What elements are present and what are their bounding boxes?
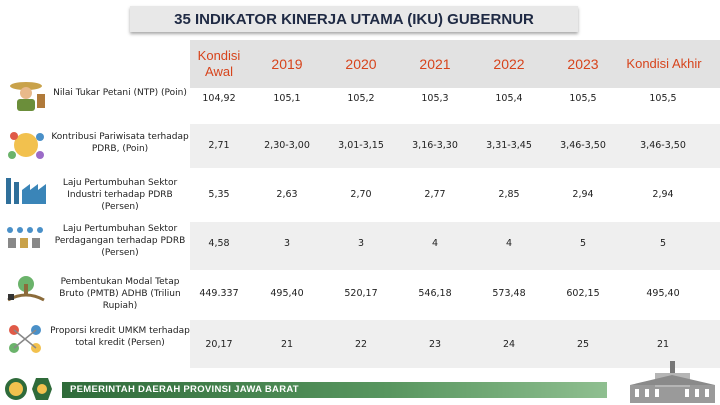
table-cell: 5 xyxy=(579,238,587,249)
table-cell: 3,16-3,30 xyxy=(412,140,458,151)
capital-icon xyxy=(7,276,45,302)
table-cell: 3,01-3,15 xyxy=(338,140,384,151)
column-header-2021: 2021 xyxy=(419,56,451,72)
column-header-2023: 2023 xyxy=(567,56,599,72)
table-cell: 2,94 xyxy=(652,189,674,200)
row-bg-2 xyxy=(190,124,720,168)
trade-icon xyxy=(7,227,43,248)
table-cell: 449.337 xyxy=(199,288,239,299)
row-label-perdagangan: Laju Pertumbuhan Sektor Perdagangan terh… xyxy=(54,224,186,258)
table-cell: 495,40 xyxy=(270,288,304,299)
table-cell: 3,31-3,45 xyxy=(486,140,532,151)
table-cell: 3 xyxy=(357,238,365,249)
table-cell: 20,17 xyxy=(205,339,233,350)
table-cell: 3,46-3,50 xyxy=(560,140,606,151)
table-cell: 105,3 xyxy=(421,93,449,104)
column-header-2020: 2020 xyxy=(345,56,377,72)
table-cell: 520,17 xyxy=(344,288,378,299)
table-cell: 4,58 xyxy=(208,238,230,249)
table-cell: 546,18 xyxy=(418,288,452,299)
table-cell: 2,63 xyxy=(276,189,298,200)
row-label-industri: Laju Pertumbuhan Sektor Industri terhada… xyxy=(62,178,178,212)
table-cell: 5,35 xyxy=(208,189,230,200)
column-header-kondisi-awal: Kondisi Awal xyxy=(197,48,241,79)
table-cell: 3,46-3,50 xyxy=(640,140,686,151)
table-cell: 104,92 xyxy=(202,93,236,104)
footer-text: PEMERINTAH DAERAH PROVINSI JAWA BARAT xyxy=(70,384,299,395)
table-cell: 495,40 xyxy=(646,288,680,299)
table-cell: 105,1 xyxy=(273,93,301,104)
table-cell: 21 xyxy=(280,339,294,350)
title-bar: 35 INDIKATOR KINERJA UTAMA (IKU) GUBERNU… xyxy=(130,6,578,32)
table-cell: 573,48 xyxy=(492,288,526,299)
table-cell: 105,5 xyxy=(649,93,677,104)
table-cell: 2,70 xyxy=(350,189,372,200)
table-cell: 23 xyxy=(428,339,442,350)
row-label-pariwisata: Kontribusi Pariwisata terhadap PDRB, (Po… xyxy=(51,132,189,154)
table-cell: 105,5 xyxy=(569,93,597,104)
table-cell: 25 xyxy=(576,339,590,350)
table-cell: 5 xyxy=(659,238,667,249)
row-label-umkm: Proporsi kredit UMKM terhadap total kred… xyxy=(50,326,190,348)
column-header-2022: 2022 xyxy=(493,56,525,72)
table-cell: 3 xyxy=(283,238,291,249)
table-cell: 2,85 xyxy=(498,189,520,200)
row-label-ntp: Nilai Tukar Petani (NTP) (Poin) xyxy=(53,88,187,98)
tourism-icon xyxy=(8,132,44,159)
gedung-sate-icon xyxy=(630,361,715,403)
footer-band xyxy=(62,382,607,398)
row-bg-6 xyxy=(190,320,720,368)
page-title: 35 INDIKATOR KINERJA UTAMA (IKU) GUBERNU… xyxy=(174,10,534,28)
table-cell: 602,15 xyxy=(566,288,600,299)
table-cell: 4 xyxy=(431,238,439,249)
table-cell: 22 xyxy=(354,339,368,350)
row-bg-4 xyxy=(190,222,720,270)
column-header-kondisi-akhir: Kondisi Akhir xyxy=(626,56,702,71)
logo-icon xyxy=(5,378,52,400)
table-header-bg xyxy=(190,40,720,88)
factory-icon xyxy=(6,178,46,204)
table-cell: 4 xyxy=(505,238,513,249)
table-cell: 2,71 xyxy=(208,140,230,151)
table-cell: 105,4 xyxy=(495,93,523,104)
table-cell: 24 xyxy=(502,339,516,350)
table-cell: 2,30-3,00 xyxy=(264,140,310,151)
table-cell: 105,2 xyxy=(347,93,375,104)
table-cell: 21 xyxy=(656,339,670,350)
farmer-icon xyxy=(10,82,45,111)
table-cell: 2,77 xyxy=(424,189,446,200)
credit-icon xyxy=(9,325,41,353)
column-header-2019: 2019 xyxy=(271,56,303,72)
table-cell: 2,94 xyxy=(572,189,594,200)
row-label-pmtb: Pembentukan Modal Tetap Bruto (PMTB) ADH… xyxy=(59,277,181,311)
